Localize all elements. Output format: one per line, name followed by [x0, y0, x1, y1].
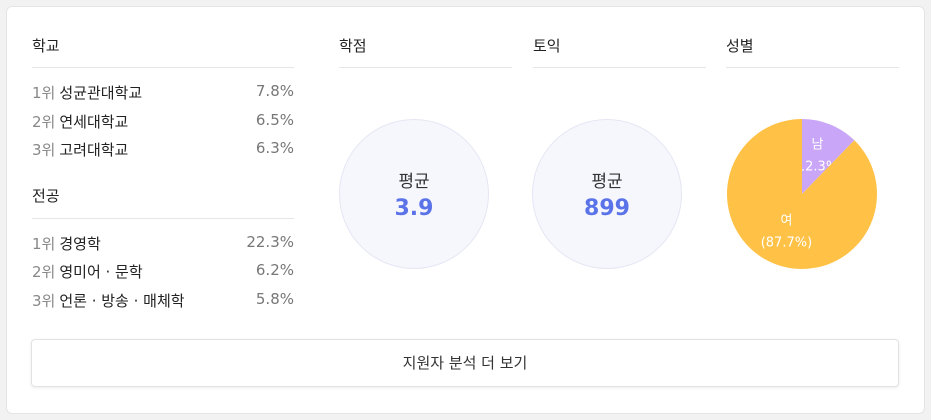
- rank-row: 1위 성균관대학교 7.8%: [32, 82, 294, 103]
- divider: [339, 67, 512, 68]
- rank: 3위: [32, 141, 56, 159]
- percent: 7.8%: [255, 82, 294, 100]
- average-value: 899: [584, 196, 630, 221]
- applicant-card: 학교 1위 성균관대학교 7.8% 2위 연세대학교 6.5% 3위 고려대학교 6.3% …: [6, 6, 925, 414]
- school-name: 연세대학교: [59, 113, 129, 131]
- rank-row: 3위 고려대학교 6.3%: [32, 139, 294, 160]
- slice-label: 남: [812, 137, 824, 152]
- gender-pie: 남(12.3%)여(87.7%): [727, 119, 877, 269]
- percent: 6.3%: [255, 139, 294, 157]
- divider: [32, 218, 294, 219]
- rank: 2위: [32, 113, 56, 131]
- school-name: 고려대학교: [59, 141, 129, 159]
- section-title: 성별: [726, 37, 754, 55]
- rank-row: 3위 언론 · 방송 · 매체학 5.8%: [32, 290, 294, 311]
- section-title: 학교: [32, 37, 60, 55]
- percent: 6.2%: [255, 261, 294, 279]
- section-title: 학점: [339, 37, 367, 55]
- rank-row: 2위 연세대학교 6.5%: [32, 111, 294, 132]
- average-label: 평균: [398, 172, 430, 192]
- section-title: 전공: [32, 187, 60, 205]
- divider: [533, 67, 706, 68]
- rank-row: 2위 영미어 · 문학 6.2%: [32, 261, 294, 282]
- rank-row: 1위 경영학 22.3%: [32, 233, 294, 254]
- percent: 5.8%: [255, 290, 294, 308]
- average-circle: 평균 899: [532, 119, 682, 269]
- percent: 22.3%: [246, 233, 294, 251]
- school-name: 성균관대학교: [59, 84, 143, 102]
- pie-slice: [727, 119, 877, 269]
- major-name: 경영학: [59, 235, 101, 253]
- major-name: 언론 · 방송 · 매체학: [59, 292, 185, 310]
- divider: [726, 67, 899, 68]
- divider: [32, 67, 294, 68]
- rank: 1위: [32, 84, 56, 102]
- pie-slice: [802, 119, 855, 194]
- percent: 6.5%: [255, 111, 294, 129]
- rank: 1위: [32, 235, 56, 253]
- average-label: 평균: [591, 172, 623, 192]
- slice-label: 여: [780, 214, 792, 229]
- average-value: 3.9: [394, 196, 434, 221]
- major-name: 영미어 · 문학: [59, 263, 143, 281]
- section-title: 토익: [533, 37, 561, 55]
- average-circle: 평균 3.9: [339, 119, 489, 269]
- more-analysis-button[interactable]: 지원자 분석 더 보기: [31, 339, 899, 387]
- rank: 3위: [32, 292, 56, 310]
- rank: 2위: [32, 263, 56, 281]
- slice-value-label: (87.7%): [761, 236, 812, 251]
